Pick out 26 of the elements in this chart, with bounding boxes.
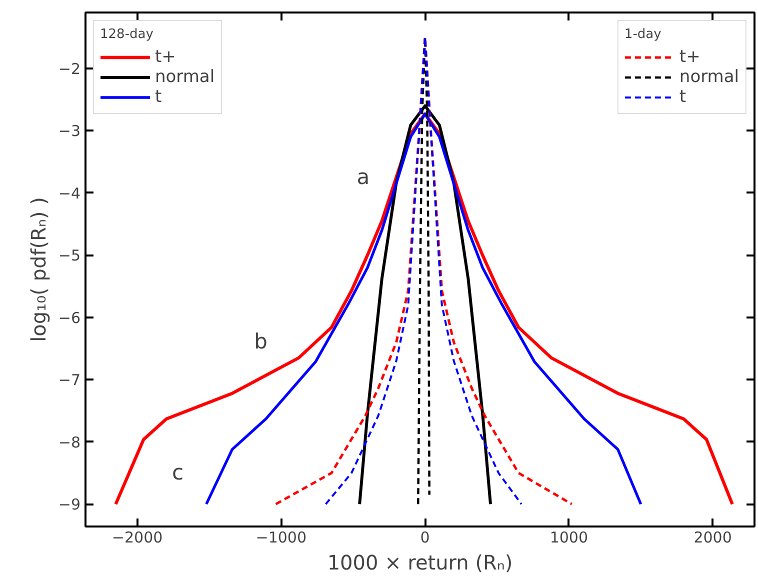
y-tick-label: −2 [58,60,81,78]
legend-label: t+ [155,47,176,67]
x-axis-title: 1000 × return (Rₙ) [327,550,513,574]
legend-label: normal [679,67,739,87]
legend-label: normal [155,67,215,87]
x-tick-label: 0 [420,528,430,546]
y-tick-label: −9 [58,496,81,514]
y-axis-title: log₁₀( pdf(Rₙ) ) [26,197,50,342]
legend-label: t+ [679,47,700,67]
y-tick-label: −7 [58,371,81,390]
x-tick-label: 1000 [550,528,588,546]
y-tick-label: −3 [58,122,81,140]
x-tick-label: −2000 [112,528,163,546]
y-tick-label: −5 [58,246,81,265]
text: 1-day [624,27,662,42]
legend-label: t [679,87,688,107]
y-tick-label: −4 [58,184,81,202]
annotation: b [254,329,268,354]
x-tick-label: −1000 [256,528,307,546]
y-tick-label: −6 [58,308,81,327]
annotation: c [172,460,184,485]
annotation: a [356,164,370,189]
legend-label: t [155,87,163,107]
x-tick-label: 2000 [694,528,732,546]
y-tick-label: −8 [58,433,81,452]
text: 128-day [100,27,154,42]
